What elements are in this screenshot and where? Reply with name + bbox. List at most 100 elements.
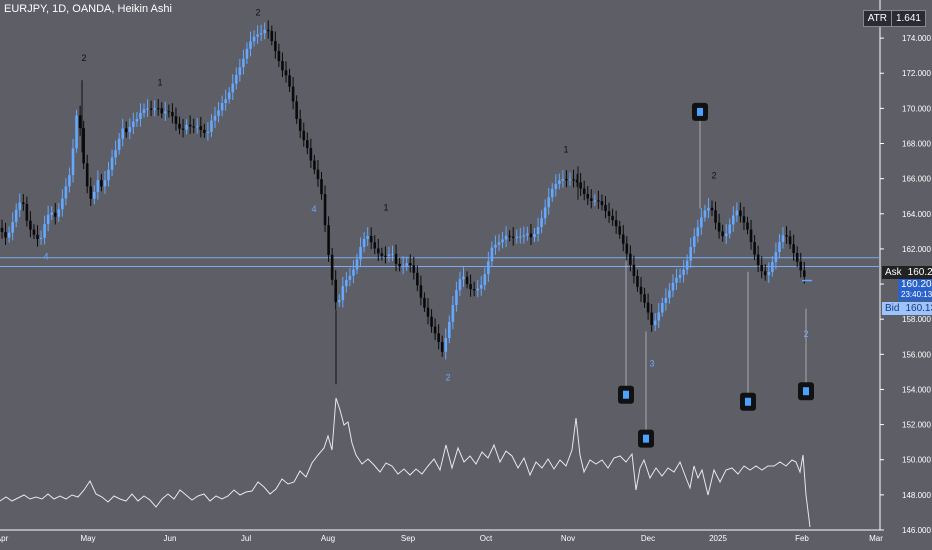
candle-body: [629, 253, 632, 265]
candle-body: [14, 209, 18, 223]
candle-body: [604, 204, 607, 212]
candle-body: [4, 232, 7, 238]
x-tick-label: Apr: [0, 534, 9, 543]
candle-body: [362, 238, 366, 247]
ask-label: Ask: [882, 266, 905, 279]
candle-body: [661, 302, 664, 313]
candle-body: [671, 282, 675, 291]
candle-body: [639, 286, 643, 295]
swing-label: 1: [383, 202, 388, 212]
candle-body: [25, 204, 29, 221]
candle-body: [781, 235, 785, 243]
candle-body: [792, 244, 795, 253]
y-tick-label: 156.000: [902, 350, 931, 359]
candle-body: [568, 179, 572, 181]
candle-body: [309, 148, 313, 161]
candle-body: [107, 169, 110, 181]
candle-body: [469, 284, 472, 290]
candle-body: [529, 233, 533, 238]
y-tick-label: 164.000: [902, 210, 931, 219]
candle-body: [132, 121, 135, 128]
candle-body: [171, 112, 174, 117]
bid-label: Bid: [882, 302, 903, 315]
candle-body: [156, 108, 160, 110]
candle-body: [721, 231, 724, 237]
candle-body: [618, 226, 621, 235]
candle-body: [85, 163, 89, 187]
y-tick-label: 146.000: [902, 526, 931, 535]
y-tick-label: 174.000: [902, 34, 931, 43]
x-tick-label: Aug: [321, 534, 335, 543]
candle-body: [519, 236, 522, 238]
candle-body: [245, 48, 249, 59]
candle-body: [103, 180, 107, 187]
candle-body: [46, 214, 50, 225]
candle-body: [206, 131, 210, 133]
candle-body: [270, 31, 274, 42]
candle-body: [0, 227, 4, 233]
candle-body: [50, 212, 53, 215]
swing-label: 3: [649, 359, 654, 369]
candle-body: [29, 220, 32, 230]
swing-label: 2: [803, 329, 808, 339]
candle-body: [728, 224, 732, 234]
candle-body: [185, 124, 188, 130]
candle-body: [398, 263, 401, 267]
candle-body: [621, 234, 625, 244]
candle-body: [146, 108, 149, 110]
candle-body: [668, 290, 671, 298]
candle-body: [440, 341, 444, 352]
candle-body: [96, 180, 100, 192]
candle-body: [43, 224, 46, 238]
candle-body: [540, 218, 543, 228]
candle-body: [714, 210, 717, 223]
y-tick-label: 148.000: [902, 491, 931, 500]
candle-body: [36, 234, 39, 239]
candle-body: [341, 286, 345, 301]
y-tick-label: 166.000: [902, 175, 931, 184]
x-tick-label: Sep: [401, 534, 416, 543]
candle-body: [164, 111, 167, 114]
candle-body: [746, 222, 749, 230]
last-price-tag: 160.204 23:40:13: [898, 279, 932, 301]
candle-body: [153, 108, 156, 110]
candle-body: [373, 242, 377, 249]
candle-body: [323, 194, 327, 226]
candle-body: [724, 233, 728, 237]
candle-body: [7, 232, 11, 238]
candle-body: [419, 285, 423, 298]
bar-countdown: 23:40:13: [901, 290, 932, 299]
candle-body: [22, 202, 25, 205]
signal-marker-glyph: [643, 434, 649, 443]
candle-body: [742, 216, 746, 223]
swing-label: 2: [255, 7, 260, 17]
candle-body: [352, 269, 355, 276]
candle-body: [252, 36, 256, 42]
candle-body: [547, 197, 550, 208]
candle-body: [508, 235, 511, 237]
candle-body: [536, 227, 540, 234]
candle-body: [75, 115, 78, 149]
candle-body: [763, 271, 767, 276]
candle-body: [114, 149, 117, 158]
candle-body: [263, 29, 266, 34]
candle-body: [692, 236, 696, 247]
candle-body: [192, 126, 195, 128]
y-tick-label: 152.000: [902, 421, 931, 430]
candle-body: [302, 130, 306, 141]
candle-body: [337, 300, 341, 303]
candle-body: [717, 222, 721, 232]
candle-body: [472, 289, 476, 291]
y-tick-label: 154.000: [902, 385, 931, 394]
candle-body: [288, 75, 291, 87]
candle-body: [586, 194, 590, 199]
candle-body: [235, 74, 238, 84]
candle-body: [522, 235, 526, 237]
candle-body: [128, 127, 132, 133]
candle-body: [575, 179, 579, 183]
candle-body: [625, 243, 629, 254]
swing-label: 1: [157, 78, 162, 88]
x-tick-label: Jun: [164, 534, 177, 543]
